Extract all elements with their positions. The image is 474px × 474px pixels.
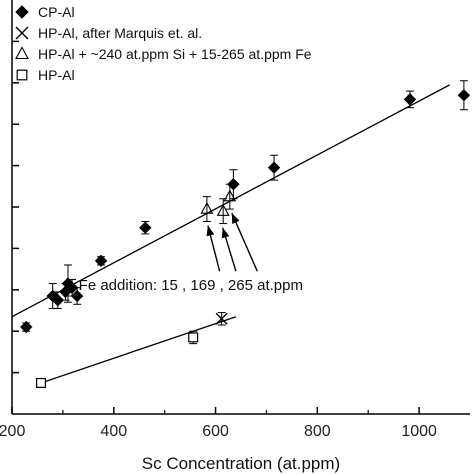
legend-marker-diamond (15, 5, 29, 19)
data-point-diamond (65, 281, 79, 294)
axes: 200 400 600 800 1000 (0, 0, 470, 440)
annotation-arrow (231, 212, 258, 272)
data-point-diamond (457, 89, 471, 102)
data-point-diamond (51, 293, 65, 307)
data-point-diamond (403, 93, 417, 106)
legend-label: HP-Al, after Marquis et. al. (38, 25, 202, 41)
annotation: Fe addition: 15 , 169 , 265 at.ppm (79, 212, 303, 294)
x-tick-label: 200 (0, 423, 25, 440)
legend-label: HP-Al (38, 67, 75, 83)
arrow-head (206, 225, 215, 237)
data-point-diamond (94, 254, 108, 268)
fit-lines (11, 84, 450, 385)
data-points (20, 80, 471, 388)
x-stroke (215, 312, 228, 325)
data-point-triangle (200, 201, 214, 214)
data-point-diamond (70, 289, 84, 303)
arrow-head (231, 213, 240, 224)
data-point-diamond (20, 320, 33, 334)
fit-line (37, 316, 237, 385)
data-point-square (188, 332, 199, 343)
arrow-head (221, 227, 230, 239)
data-point-x (215, 312, 228, 325)
legend: CP-Al HP-Al, after Marquis et. al. HP-Al +… (15, 4, 312, 83)
x-tick-label: 600 (202, 423, 229, 440)
annotation-text: Fe addition: 15 , 169 , 265 at.ppm (79, 277, 303, 294)
x-tick-label: 400 (100, 423, 127, 440)
legend-marker-triangle (15, 46, 29, 60)
legend-marker-x (15, 26, 29, 40)
data-point-diamond (139, 221, 152, 234)
x-axis-title: Sc Concentration (at.ppm) (142, 454, 340, 473)
legend-label: HP-Al + ~240 at.ppm Si + 15-265 at.ppm F… (38, 46, 312, 62)
legend-marker-square (16, 69, 28, 81)
data-point-triangle (223, 189, 237, 202)
x-tick-label: 800 (304, 423, 331, 440)
legend-label: CP-Al (38, 4, 75, 20)
x-tick-label: 1000 (401, 423, 437, 440)
data-point-triangle (216, 203, 230, 216)
data-point-square (36, 377, 47, 388)
x-stroke (15, 26, 29, 40)
data-point-diamond (267, 161, 281, 174)
